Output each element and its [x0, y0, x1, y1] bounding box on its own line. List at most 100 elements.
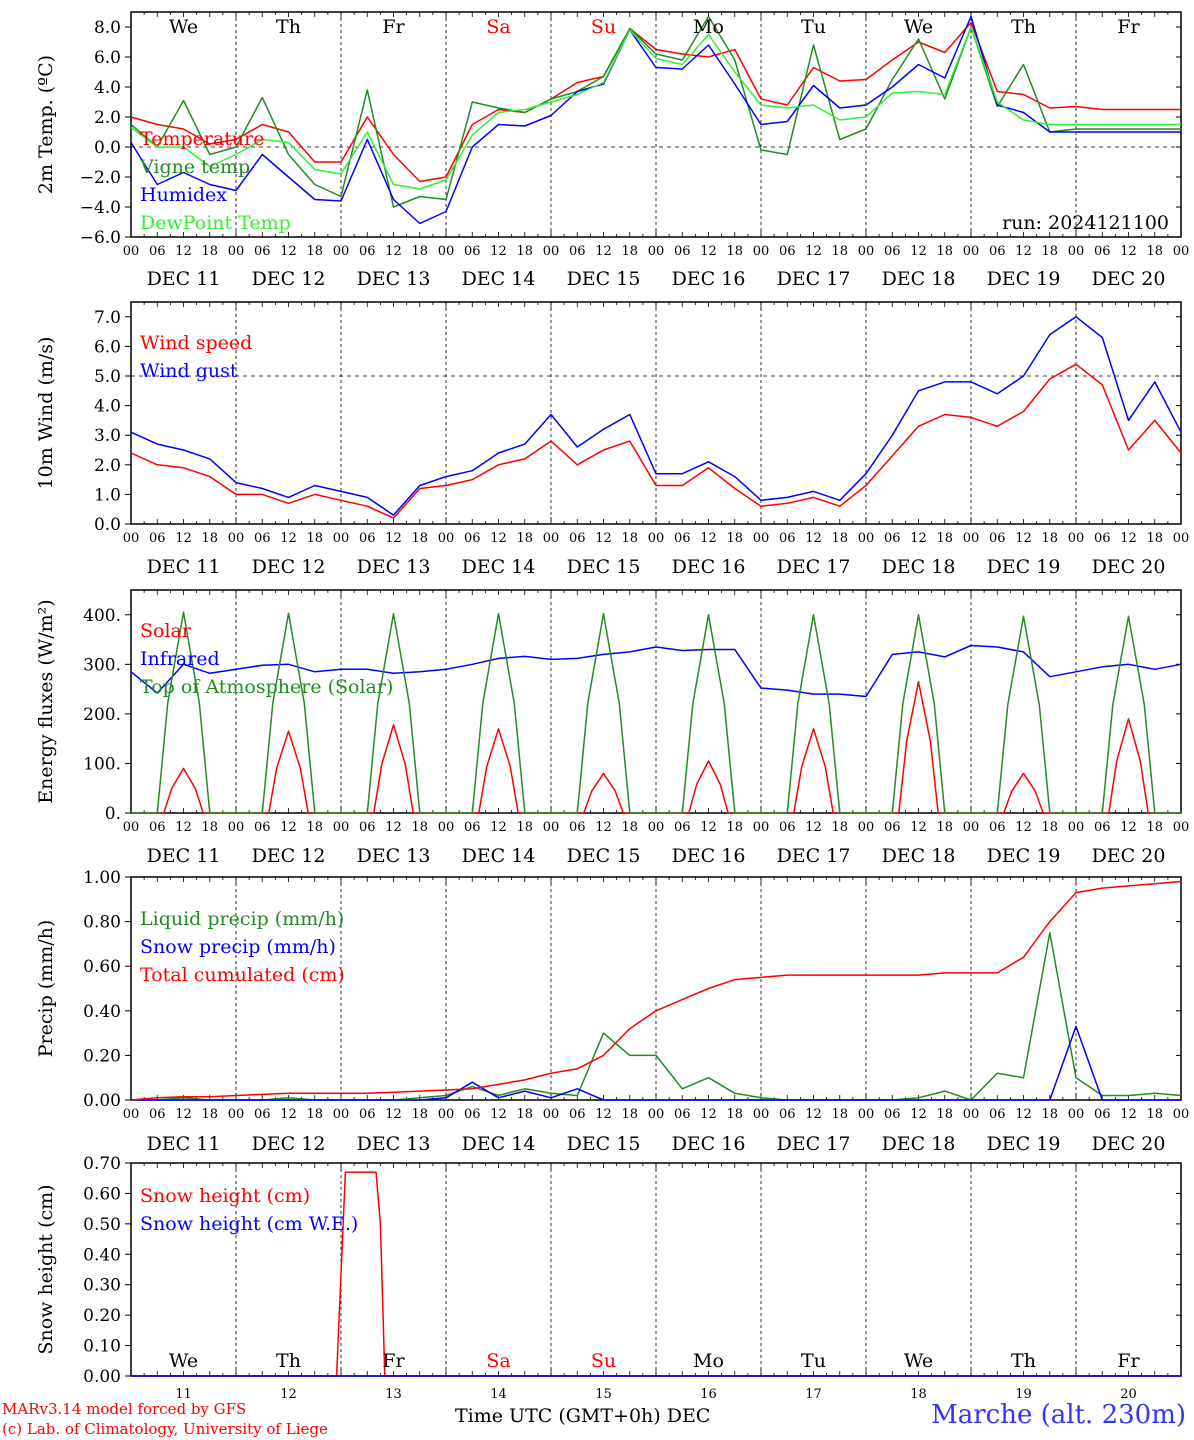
- x-hour-label: 12: [910, 820, 927, 835]
- y-tick-label: 0.80: [83, 913, 121, 933]
- x-hour-label: 06: [359, 820, 376, 835]
- x-hour-label: 12: [805, 820, 822, 835]
- weekday-label: We: [904, 16, 933, 38]
- x-hour-label: 00: [438, 820, 455, 835]
- x-date-label: DEC 11: [147, 1133, 221, 1155]
- legend-entry: Snow height (cm): [140, 1185, 310, 1207]
- x-hour-label: 18: [1146, 244, 1163, 259]
- x-hour-label: 06: [1094, 1107, 1111, 1122]
- x-hour-label: 06: [674, 820, 691, 835]
- legend-entry: Solar: [140, 620, 192, 642]
- legend-entry: Vigne temp: [139, 156, 250, 178]
- x-hour-label: 06: [884, 1107, 901, 1122]
- x-hour-label: 00: [858, 531, 875, 546]
- x-hour-label: 12: [805, 531, 822, 546]
- y-tick-label: 0.0: [94, 138, 121, 158]
- x-hour-label: 06: [149, 820, 166, 835]
- x-hour-label: 06: [779, 244, 796, 259]
- x-hour-label: 12: [490, 531, 507, 546]
- weekday-label: Su: [591, 16, 616, 38]
- x-date-label: DEC 13: [357, 556, 431, 578]
- x-date-label: DEC 15: [567, 268, 641, 290]
- x-hour-label: 00: [228, 820, 245, 835]
- x-hour-label: 12: [1120, 820, 1137, 835]
- x-hour-label: 06: [989, 820, 1006, 835]
- y-axis-label: 2m Temp. (ºC): [35, 55, 57, 194]
- x-date-label: DEC 16: [672, 845, 746, 867]
- weekday-label: We: [169, 1350, 198, 1372]
- x-hour-label: 12: [175, 820, 192, 835]
- x-date-label: DEC 15: [567, 1133, 641, 1155]
- y-tick-label: 0.20: [83, 1306, 121, 1326]
- legend-entry: Temperature: [140, 128, 264, 150]
- weekday-label: Fr: [382, 16, 405, 38]
- x-hour-label: 06: [989, 531, 1006, 546]
- x-hour-label: 06: [1094, 244, 1111, 259]
- x-hour-label: 18: [1041, 820, 1058, 835]
- x-hour-label: 00: [753, 1107, 770, 1122]
- legend-entry: Top of Atmosphere (Solar): [140, 676, 393, 698]
- x-hour-label: 18: [411, 244, 428, 259]
- weekday-label: Tu: [801, 16, 826, 38]
- y-tick-label: 0.40: [83, 1245, 121, 1265]
- x-date-label: DEC 14: [462, 1133, 536, 1155]
- x-hour-label: 00: [753, 820, 770, 835]
- x-date-label: DEC 16: [672, 1133, 746, 1155]
- x-hour-label: 00: [438, 244, 455, 259]
- x-hour-label: 12: [490, 820, 507, 835]
- y-tick-label: −4.0: [80, 198, 121, 218]
- x-hour-label: 12: [910, 531, 927, 546]
- weekday-label: Mo: [693, 1350, 724, 1372]
- x-hour-label: 06: [149, 1107, 166, 1122]
- x-hour-label: 12: [910, 1107, 927, 1122]
- x-hour-label: 00: [543, 531, 560, 546]
- x-hour-label: 18: [411, 531, 428, 546]
- x-date-label: DEC 12: [252, 268, 326, 290]
- x-hour-label: 00: [1068, 244, 1085, 259]
- x-hour-label: 12: [1120, 531, 1137, 546]
- x-hour-label: 12: [595, 820, 612, 835]
- legend-entry: Snow height (cm W.E.): [140, 1213, 358, 1235]
- x-date-label: DEC 14: [462, 268, 536, 290]
- x-date-label: DEC 16: [672, 556, 746, 578]
- x-hour-label: 12: [805, 1107, 822, 1122]
- y-tick-label: −6.0: [80, 228, 121, 248]
- x-hour-label: 12: [1015, 244, 1032, 259]
- y-tick-label: 0.00: [83, 1367, 121, 1387]
- weekday-label: Th: [1011, 1350, 1036, 1372]
- x-hour-label: 12: [805, 244, 822, 259]
- weekday-label: We: [169, 16, 198, 38]
- x-hour-label: 06: [464, 244, 481, 259]
- x-hour-label: 18: [621, 244, 638, 259]
- x-hour-label: 18: [621, 1107, 638, 1122]
- x-hour-label: 18: [726, 820, 743, 835]
- x-hour-label: 06: [779, 531, 796, 546]
- x-date-label: DEC 13: [357, 845, 431, 867]
- x-hour-label: 18: [1041, 244, 1058, 259]
- x-date-label: DEC 12: [252, 845, 326, 867]
- x-hour-label: 06: [884, 531, 901, 546]
- x-hour-label: 00: [123, 820, 140, 835]
- y-tick-label: 300.: [83, 655, 121, 675]
- x-date-label: DEC 19: [987, 556, 1061, 578]
- x-hour-label: 00: [333, 244, 350, 259]
- x-hour-label: 18: [516, 531, 533, 546]
- x-hour-label: 18: [831, 1107, 848, 1122]
- y-tick-label: 0.60: [83, 1184, 121, 1204]
- y-tick-label: 0.10: [83, 1337, 121, 1357]
- x-hour-label: 00: [648, 531, 665, 546]
- x-hour-label: 06: [359, 1107, 376, 1122]
- weekday-label: Tu: [801, 1350, 826, 1372]
- y-tick-label: 3.0: [94, 426, 121, 446]
- x-hour-label: 18: [306, 531, 323, 546]
- x-date-label: DEC 12: [252, 1133, 326, 1155]
- x-hour-label: 06: [149, 531, 166, 546]
- series-line-infrared: [130, 644, 1182, 698]
- series-line-vigne-temp: [130, 15, 1181, 208]
- x-hour-label: 12: [700, 1107, 717, 1122]
- x-hour-label: 12: [700, 244, 717, 259]
- run-annotation: run: 2024121100: [1002, 212, 1169, 234]
- weekday-label: Mo: [693, 16, 724, 38]
- series-line-dewpoint-temp: [130, 26, 1181, 190]
- x-hour-label: 12: [1015, 531, 1032, 546]
